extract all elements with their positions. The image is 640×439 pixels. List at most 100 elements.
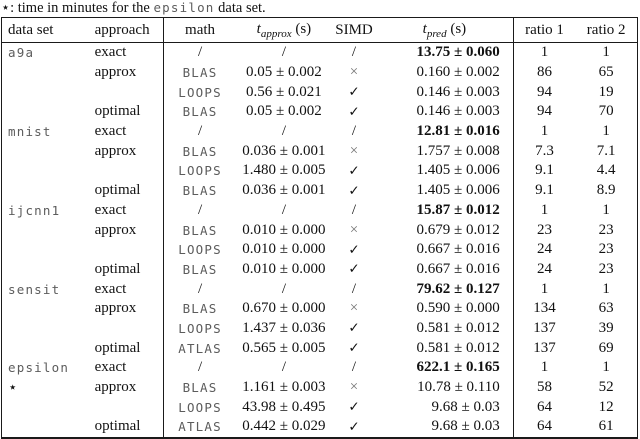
cell-approach: optimal — [89, 259, 165, 280]
table-row: LOOPS 1.480 ± 0.005 ✓ 1.405 ± 0.006 9.1 … — [2, 161, 638, 181]
cell-t-approx: 1.161 ± 0.003 — [242, 379, 326, 396]
cell-simd: ✓ — [348, 418, 360, 435]
col-header-t-pred: tpred (s) — [376, 17, 514, 43]
table-row: ⋆ approx BLAS 1.161 ± 0.003 × 10.78 ± 0.… — [2, 377, 638, 398]
cell-approach: exact — [89, 42, 165, 63]
table-row: LOOPS 0.010 ± 0.000 ✓ 0.667 ± 0.016 24 2… — [2, 239, 638, 260]
cell-ratio2: 19 — [598, 83, 614, 100]
cell-simd: ✓ — [348, 340, 360, 357]
cell-ratio2: 7.1 — [596, 142, 616, 159]
cell-t-pred: 0.146 ± 0.003 — [376, 82, 514, 103]
table-row: approx BLAS 0.010 ± 0.000 × 0.679 ± 0.01… — [2, 220, 638, 240]
cell-simd: / — [351, 201, 357, 218]
cell-ratio2: 39 — [598, 319, 614, 336]
table-row: LOOPS 43.98 ± 0.495 ✓ 9.68 ± 0.03 64 12 — [2, 397, 638, 418]
cell-dataset — [2, 63, 90, 83]
cell-t-approx: 0.010 ± 0.000 — [242, 260, 326, 277]
cell-dataset — [2, 260, 90, 280]
cell-simd: × — [349, 300, 359, 317]
cell-t-pred: 1.405 ± 0.006 — [376, 180, 514, 201]
cell-dataset: epsilon — [8, 360, 70, 376]
table-row: optimal BLAS 0.036 ± 0.001 ✓ 1.405 ± 0.0… — [2, 180, 638, 201]
table-header: data set approach math tapprox (s) SIMD … — [1, 17, 638, 43]
cell-math: ATLAS — [178, 419, 222, 435]
cell-ratio2: 69 — [598, 339, 614, 356]
cell-t-pred: 9.68 ± 0.03 — [376, 397, 514, 418]
cell-ratio2: 1 — [602, 44, 610, 61]
cell-dataset — [2, 220, 90, 240]
cell-dataset — [2, 141, 90, 161]
cell-ratio1: 94 — [537, 103, 553, 120]
cell-ratio1: 137 — [533, 319, 556, 336]
cell-approach — [89, 82, 165, 103]
cell-ratio1: 134 — [533, 300, 556, 317]
cell-dataset: ijcnn1 — [8, 202, 61, 218]
cell-approach: exact — [89, 200, 165, 221]
cell-simd: × — [349, 64, 359, 81]
table-body: a9a exact / / / 13.75 ± 0.060 1 1 approx… — [2, 42, 638, 438]
cell-math: BLAS — [182, 183, 218, 199]
t-approx-subscript: approx — [260, 27, 292, 40]
cell-t-approx: 0.010 ± 0.000 — [242, 221, 326, 238]
cell-math: ATLAS — [178, 340, 222, 356]
cell-simd: ✓ — [348, 399, 360, 416]
t-approx-symbol: t — [256, 20, 261, 37]
cell-t-pred: 0.160 ± 0.002 — [376, 62, 514, 83]
cell-t-approx: 1.480 ± 0.005 — [242, 162, 326, 179]
results-table: data set approach math tapprox (s) SIMD … — [1, 17, 638, 439]
cell-math: LOOPS — [178, 84, 222, 100]
cell-t-pred: 9.68 ± 0.03 — [376, 417, 514, 438]
cell-ratio1: 24 — [537, 241, 553, 258]
cell-approach: optimal — [89, 417, 165, 438]
table-row: optimal BLAS 0.05 ± 0.002 ✓ 0.146 ± 0.00… — [2, 102, 638, 122]
cell-approach — [89, 161, 165, 181]
cell-t-approx: 0.036 ± 0.001 — [242, 142, 326, 159]
cell-approach: approx — [89, 377, 165, 398]
cell-ratio1: 137 — [533, 339, 556, 356]
cell-ratio1: 64 — [537, 418, 553, 435]
cell-dataset — [2, 299, 90, 319]
cell-dataset — [2, 102, 90, 122]
cell-ratio1: 1 — [540, 44, 549, 61]
cell-t-approx: 43.98 ± 0.495 — [242, 398, 326, 415]
cell-dataset — [2, 161, 90, 181]
col-header-approach: approach — [89, 17, 165, 43]
cell-approach: optimal — [89, 180, 165, 201]
cell-t-approx: / — [281, 280, 286, 297]
cell-math: BLAS — [182, 380, 218, 396]
cell-ratio1: 9.1 — [535, 162, 554, 179]
cell-t-pred: 0.581 ± 0.012 — [376, 338, 514, 358]
cell-approach: approx — [89, 220, 165, 240]
cell-simd: ✓ — [348, 103, 360, 120]
cell-t-approx: 0.036 ± 0.001 — [242, 182, 326, 199]
cell-math: BLAS — [182, 65, 218, 81]
table-row: optimal BLAS 0.010 ± 0.000 ✓ 0.667 ± 0.0… — [2, 259, 638, 280]
table-caption: ⋆: time in minutes for the epsilon data … — [0, 0, 640, 17]
cell-dataset — [2, 82, 90, 102]
cell-ratio1: 1 — [540, 359, 549, 376]
cell-math: BLAS — [182, 301, 218, 317]
cell-dataset — [2, 240, 90, 260]
col-header-ratio1: ratio 1 — [513, 17, 576, 43]
cell-dataset: mnist — [8, 124, 52, 140]
cell-ratio2: 63 — [598, 300, 614, 317]
cell-simd: ✓ — [348, 241, 360, 258]
cell-math: BLAS — [182, 104, 218, 120]
cell-t-approx: / — [281, 359, 286, 376]
cell-ratio2: 23 — [598, 221, 614, 238]
cell-ratio2: 61 — [598, 418, 614, 435]
table-row: a9a exact / / / 13.75 ± 0.060 1 1 — [2, 42, 638, 63]
col-header-ratio2: ratio 2 — [575, 17, 638, 43]
table-row: approx BLAS 0.036 ± 0.001 × 1.757 ± 0.00… — [2, 141, 638, 162]
table-row: approx BLAS 0.05 ± 0.002 × 0.160 ± 0.002… — [2, 62, 638, 83]
cell-ratio2: 4.4 — [596, 162, 616, 179]
col-header-t-approx: tapprox (s) — [235, 17, 332, 43]
cell-simd: × — [349, 142, 359, 159]
cell-t-pred: 0.590 ± 0.000 — [376, 298, 514, 319]
cell-simd: / — [351, 44, 357, 61]
caption-dataset-name: epsilon — [153, 0, 215, 15]
cell-t-pred: 12.81 ± 0.016 — [376, 121, 514, 142]
cell-approach: exact — [89, 358, 165, 378]
cell-ratio2: 1 — [602, 123, 610, 140]
cell-math: LOOPS — [178, 320, 222, 336]
